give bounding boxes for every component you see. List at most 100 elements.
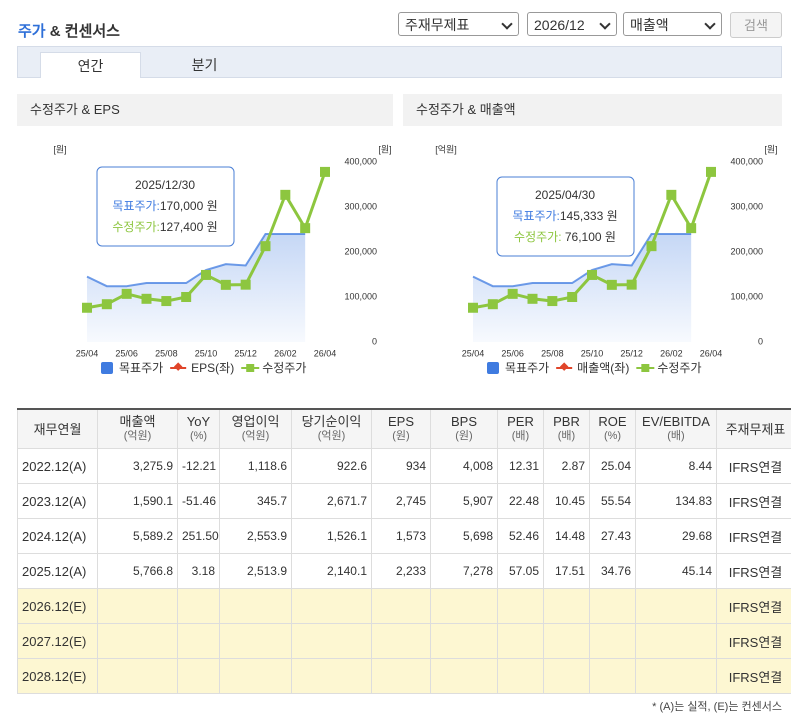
point-marker [142, 294, 152, 304]
header-unit: (배) [544, 429, 589, 444]
legend-marker [101, 362, 113, 374]
table-cell: 2026.12(E) [18, 589, 98, 624]
point-marker [547, 296, 557, 306]
x-tick-label: 26/02 [660, 348, 683, 358]
header-unit: (원) [431, 429, 497, 444]
table-cell: 5,589.2 [98, 519, 178, 554]
table-cell [292, 624, 372, 659]
header-unit: (배) [498, 429, 543, 444]
point-marker [320, 167, 330, 177]
header-name: PBR [553, 414, 580, 429]
table-cell: 7,278 [431, 554, 498, 589]
column-header: 매출액(억원) [98, 409, 178, 449]
table-cell: 10.45 [544, 484, 590, 519]
legend-label: 수정주가 [262, 361, 306, 375]
legend-label: 목표주가 [505, 361, 549, 375]
table-cell [544, 624, 590, 659]
table-cell: IFRS연결 [717, 484, 791, 519]
table-cell: 14.48 [544, 519, 590, 554]
x-tick-label: 25/04 [462, 348, 485, 358]
point-marker [221, 280, 231, 290]
table-cell [178, 659, 220, 694]
column-header: PBR(배) [544, 409, 590, 449]
table-cell: IFRS연결 [717, 519, 791, 554]
point-marker [488, 299, 498, 309]
x-tick-label: 25/10 [581, 348, 604, 358]
table-row: 2028.12(E)IFRS연결 [18, 659, 791, 694]
table-cell: 251.50 [178, 519, 220, 554]
point-marker [706, 167, 716, 177]
table-cell: 2,553.9 [220, 519, 292, 554]
table-cell: 2,513.9 [220, 554, 292, 589]
table-cell [292, 659, 372, 694]
table-cell [431, 659, 498, 694]
column-header: EPS(원) [372, 409, 431, 449]
x-tick-label: 25/10 [195, 348, 218, 358]
table-cell: 5,766.8 [98, 554, 178, 589]
x-tick-label: 25/08 [541, 348, 564, 358]
table-cell [636, 624, 717, 659]
tooltip-line: 수정주가:127,400 원 [112, 220, 217, 234]
column-header: ROE(%) [590, 409, 636, 449]
y2-tick-label: 0 [758, 336, 763, 346]
point-marker [647, 241, 657, 251]
table-cell: 1,590.1 [98, 484, 178, 519]
column-header: YoY(%) [178, 409, 220, 449]
table-cell [590, 589, 636, 624]
table-cell: 55.54 [590, 484, 636, 519]
table-cell: 2028.12(E) [18, 659, 98, 694]
table-cell [178, 589, 220, 624]
column-header: 재무연월 [18, 409, 98, 449]
select[interactable]: 2026/12 [527, 12, 617, 36]
y2-tick-label: 0 [372, 336, 377, 346]
header-name: 주재무제표 [726, 422, 786, 437]
column-header: 당기순이익(억원) [292, 409, 372, 449]
x-tick-label: 25/12 [620, 348, 643, 358]
point-marker [686, 223, 696, 233]
table-cell: 2023.12(A) [18, 484, 98, 519]
table-cell: IFRS연결 [717, 624, 791, 659]
table-cell [498, 624, 544, 659]
select[interactable]: 주재무제표 [398, 12, 519, 36]
select[interactable]: 매출액 [623, 12, 722, 36]
y2-tick-label: 100,000 [730, 291, 763, 301]
tooltip-line: 목표주가:170,000 원 [112, 199, 217, 213]
table-cell: 22.48 [498, 484, 544, 519]
header-name: EV/EBITDA [642, 414, 710, 429]
point-marker [102, 299, 112, 309]
y2-tick-label: 400,000 [730, 156, 763, 166]
table-cell: 2,745 [372, 484, 431, 519]
point-marker [300, 223, 310, 233]
y-axis-label: [원] [53, 144, 66, 154]
table-cell: -51.46 [178, 484, 220, 519]
table-cell: 29.68 [636, 519, 717, 554]
y2-axis-label: [원] [378, 144, 391, 154]
table-cell: 345.7 [220, 484, 292, 519]
legend-marker [487, 362, 499, 374]
tooltip-line: 수정주가: 76,100 원 [514, 230, 616, 244]
y2-tick-label: 400,000 [344, 156, 377, 166]
title-highlight: 주가 [18, 23, 46, 40]
point-marker [607, 280, 617, 290]
point-marker [261, 241, 271, 251]
header-name: 영업이익 [232, 414, 280, 429]
table-cell: 2025.12(A) [18, 554, 98, 589]
header-unit: (원) [372, 429, 430, 444]
search-button[interactable]: 검색 [730, 12, 782, 38]
chart: [원][원]0100,000200,000300,000400,00025/04… [17, 126, 393, 390]
tab[interactable]: 분기 [154, 52, 255, 78]
table-cell [372, 589, 431, 624]
tooltip-value: 170,000 원 [160, 199, 218, 213]
table-cell: 2,671.7 [292, 484, 372, 519]
legend-label: 수정주가 [657, 361, 701, 375]
y2-tick-label: 200,000 [730, 246, 763, 256]
table-cell [220, 589, 292, 624]
tab[interactable]: 연간 [40, 52, 141, 78]
table-cell [220, 659, 292, 694]
header-name: EPS [388, 414, 414, 429]
column-header: BPS(원) [431, 409, 498, 449]
